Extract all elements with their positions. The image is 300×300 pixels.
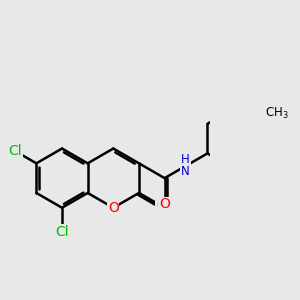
Text: CH$_3$: CH$_3$ (266, 106, 289, 121)
Text: O: O (156, 199, 167, 213)
Text: O: O (108, 201, 119, 215)
Text: Cl: Cl (8, 144, 22, 158)
Text: Cl: Cl (55, 225, 69, 239)
Text: O: O (159, 197, 170, 211)
Text: H
N: H N (181, 154, 190, 178)
